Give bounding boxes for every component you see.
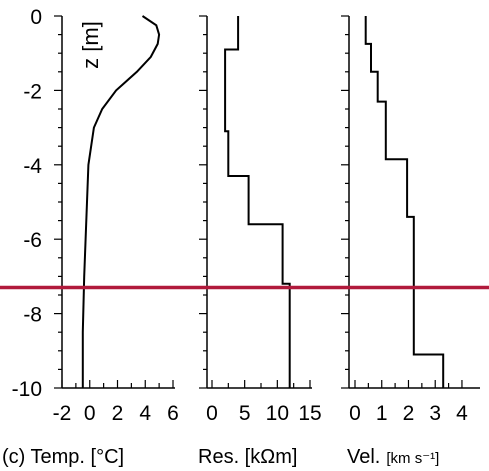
temperature-panel: -2 0 2 4 6 (53, 15, 179, 425)
vel-axis-label-main: Vel. (347, 446, 380, 468)
temp-x-tick-label: 6 (167, 402, 179, 425)
vel-axis-label: Vel. [km s⁻¹] (347, 446, 439, 468)
vel-x-tick-label: 4 (456, 402, 468, 425)
temp-x-tick-label: -2 (53, 402, 72, 425)
res-x-tick-label: 5 (239, 402, 251, 425)
vel-x-tick-label: 2 (403, 402, 415, 425)
res-axis-label: Res. [kΩm] (198, 446, 297, 468)
vel-x-tick-label: 0 (349, 402, 361, 425)
depth-tick-label: -10 (12, 378, 42, 401)
depth-tick-label: -6 (23, 229, 42, 252)
vel-axis-label-unit: [km s⁻¹] (386, 450, 439, 467)
temp-axis-label: (c) Temp. [°C] (2, 446, 124, 468)
depth-tick-label: -4 (23, 155, 42, 178)
res-x-tick-label: 15 (298, 402, 321, 425)
temp-x-tick-label: 0 (84, 402, 96, 425)
vel-x-tick-label: 3 (429, 402, 441, 425)
depth-tick-label: -8 (23, 304, 42, 327)
vel-x-tick-label: 1 (376, 402, 388, 425)
res-profile-line (224, 16, 291, 388)
temp-profile-line (81, 15, 161, 388)
vel-profile-line (364, 16, 445, 388)
depth-axis-label: z [m] (78, 21, 103, 69)
resistivity-panel: 0 5 10 15 (199, 15, 322, 425)
res-x-tick-label: 10 (266, 402, 289, 425)
temp-x-tick-label: 4 (139, 402, 151, 425)
temp-x-tick-label: 2 (112, 402, 124, 425)
depth-tick-label: 0 (30, 6, 42, 29)
depth-tick-label: -2 (23, 80, 42, 103)
res-x-tick-label: 0 (206, 402, 218, 425)
depth-axis-tick-labels: 0 -2 -4 -6 -8 -10 (12, 6, 43, 401)
